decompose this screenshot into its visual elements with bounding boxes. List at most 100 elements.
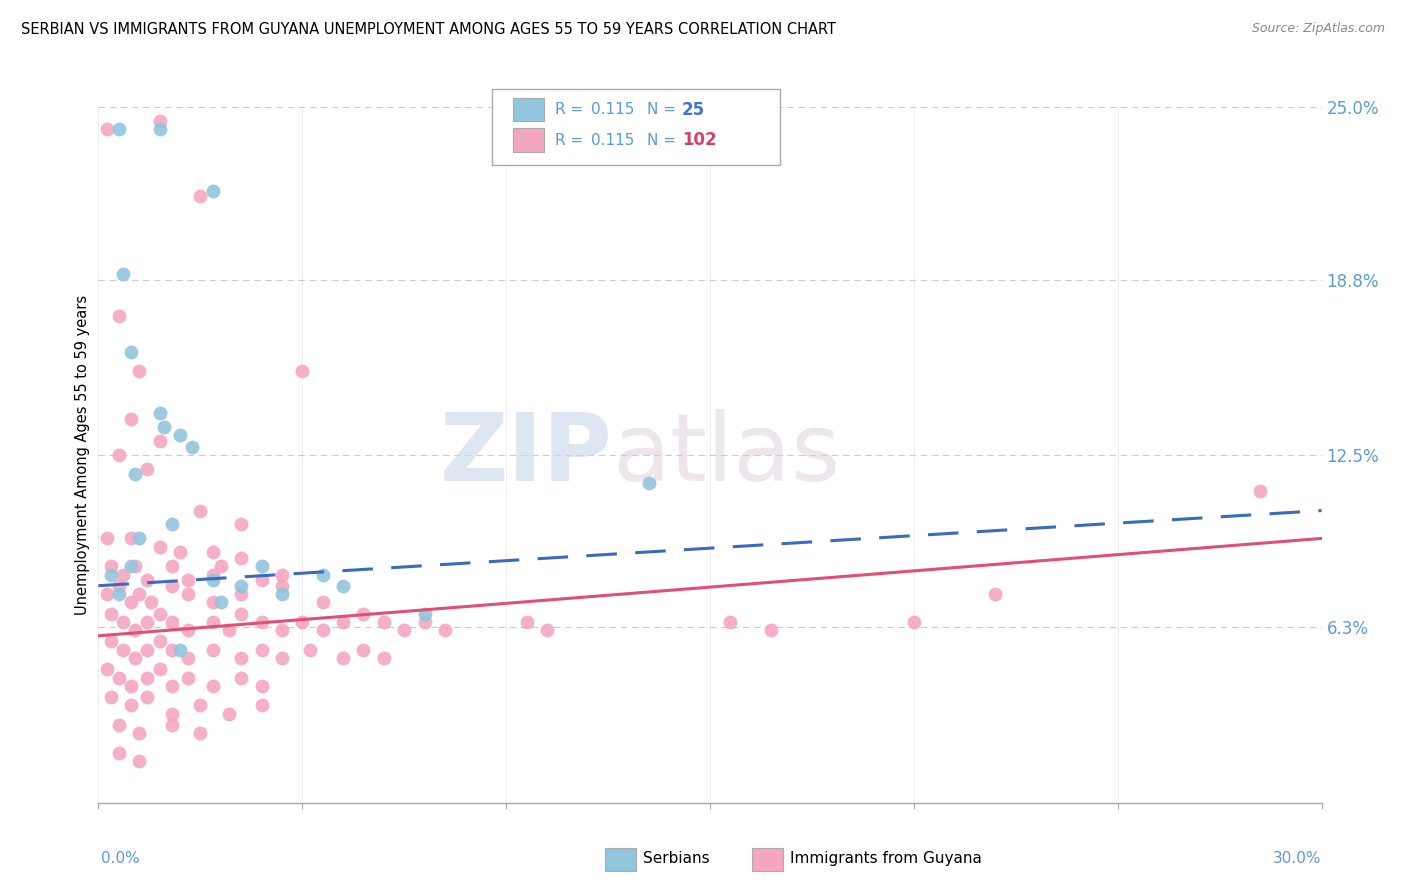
Point xyxy=(177,624,200,638)
Point xyxy=(201,615,224,629)
Point xyxy=(149,406,172,420)
Point xyxy=(120,345,142,359)
Point xyxy=(250,679,273,693)
Point xyxy=(188,698,212,713)
Point xyxy=(373,615,395,629)
Point xyxy=(169,642,191,657)
Point xyxy=(291,364,314,378)
Point xyxy=(100,690,122,704)
Point xyxy=(250,642,273,657)
Point xyxy=(177,651,200,665)
Point xyxy=(108,746,131,760)
Text: R =: R = xyxy=(555,103,589,117)
Point xyxy=(136,642,159,657)
Point xyxy=(188,189,212,203)
Point xyxy=(250,698,273,713)
Point xyxy=(120,679,142,693)
Point xyxy=(149,607,172,621)
Point xyxy=(201,642,224,657)
Point xyxy=(250,615,273,629)
Text: SERBIAN VS IMMIGRANTS FROM GUYANA UNEMPLOYMENT AMONG AGES 55 TO 59 YEARS CORRELA: SERBIAN VS IMMIGRANTS FROM GUYANA UNEMPL… xyxy=(21,22,837,37)
Point xyxy=(209,559,232,574)
Text: 25: 25 xyxy=(682,101,704,119)
Point xyxy=(100,559,122,574)
Point xyxy=(100,567,122,582)
Point xyxy=(177,671,200,685)
Point xyxy=(136,690,159,704)
Text: ZIP: ZIP xyxy=(439,409,612,501)
Point xyxy=(111,615,134,629)
Point xyxy=(160,706,183,721)
Point xyxy=(1249,484,1271,499)
Point xyxy=(149,540,172,554)
Point xyxy=(201,679,224,693)
Point xyxy=(108,587,131,601)
Point xyxy=(312,567,335,582)
Point xyxy=(352,642,374,657)
Text: 0.115: 0.115 xyxy=(591,133,634,147)
Point xyxy=(120,698,142,713)
Point xyxy=(201,184,224,198)
Text: Immigrants from Guyana: Immigrants from Guyana xyxy=(790,851,981,865)
Text: Source: ZipAtlas.com: Source: ZipAtlas.com xyxy=(1251,22,1385,36)
Point xyxy=(149,122,172,136)
Point xyxy=(120,559,142,574)
Point xyxy=(124,467,146,482)
Point xyxy=(108,309,131,323)
Point xyxy=(149,434,172,448)
Point xyxy=(984,587,1007,601)
Point xyxy=(124,651,146,665)
Point xyxy=(332,579,354,593)
Point xyxy=(231,587,253,601)
Point xyxy=(136,462,159,476)
Point xyxy=(149,114,172,128)
Point xyxy=(136,671,159,685)
Point xyxy=(120,595,142,609)
Point xyxy=(128,726,150,740)
Point xyxy=(108,448,131,462)
Point xyxy=(124,624,146,638)
Point xyxy=(124,559,146,574)
Point xyxy=(759,624,782,638)
Point xyxy=(516,615,538,629)
Point xyxy=(120,411,142,425)
Point xyxy=(312,624,335,638)
Point xyxy=(413,615,436,629)
Point xyxy=(128,587,150,601)
Point xyxy=(128,754,150,768)
Point xyxy=(149,634,172,648)
Point xyxy=(373,651,395,665)
Point xyxy=(128,532,150,546)
Point xyxy=(201,595,224,609)
Text: atlas: atlas xyxy=(612,409,841,501)
Point xyxy=(177,573,200,587)
Point xyxy=(152,420,174,434)
Text: 0.0%: 0.0% xyxy=(101,851,141,865)
Point xyxy=(96,662,118,676)
Point xyxy=(169,428,191,442)
Point xyxy=(231,651,253,665)
Text: Serbians: Serbians xyxy=(643,851,709,865)
Point xyxy=(100,634,122,648)
Point xyxy=(96,532,118,546)
Point xyxy=(536,624,558,638)
Point xyxy=(392,624,416,638)
Point xyxy=(108,671,131,685)
Text: N =: N = xyxy=(647,103,681,117)
Point xyxy=(160,615,183,629)
Y-axis label: Unemployment Among Ages 55 to 59 years: Unemployment Among Ages 55 to 59 years xyxy=(75,295,90,615)
Point xyxy=(100,607,122,621)
Point xyxy=(332,651,354,665)
Point xyxy=(188,726,212,740)
Point xyxy=(332,615,354,629)
Text: 0.115: 0.115 xyxy=(591,103,634,117)
Point xyxy=(299,642,322,657)
Point xyxy=(169,545,191,559)
Point xyxy=(218,706,240,721)
Point xyxy=(270,651,294,665)
Point xyxy=(209,595,232,609)
Point xyxy=(160,579,183,593)
Point xyxy=(250,559,273,574)
Text: 30.0%: 30.0% xyxy=(1274,851,1322,865)
Point xyxy=(638,475,661,490)
